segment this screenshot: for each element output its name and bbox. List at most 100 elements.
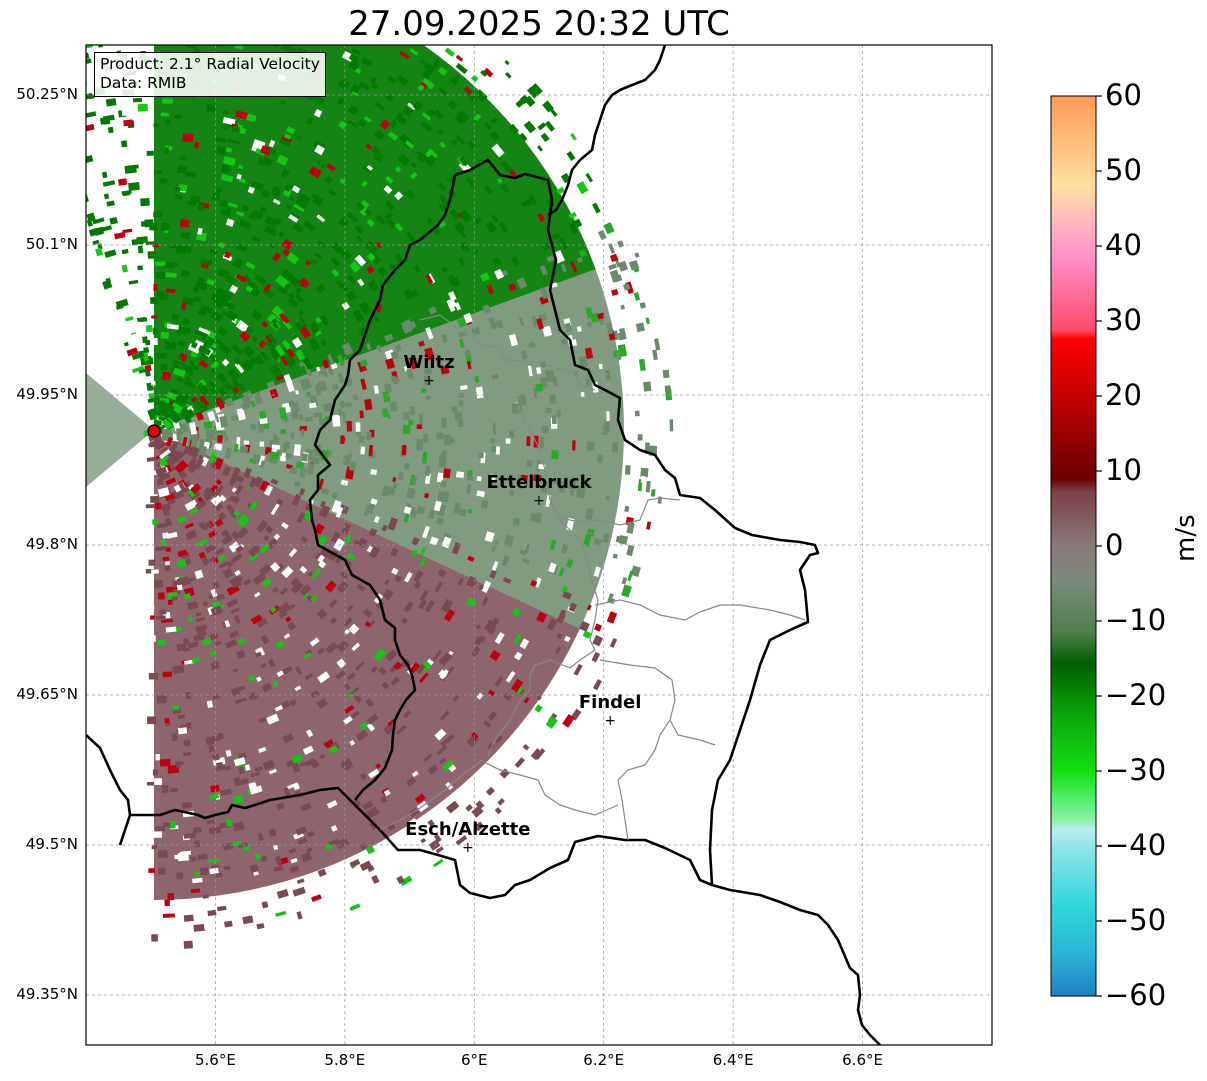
velocity-cell: [409, 48, 419, 56]
velocity-cell: [157, 592, 165, 600]
velocity-cell: [290, 581, 304, 595]
velocity-cell: [593, 566, 601, 578]
velocity-cell: [247, 357, 258, 368]
city-marker: +: [533, 493, 545, 509]
velocity-cell: [161, 618, 173, 623]
velocity-cell: [154, 778, 162, 786]
velocity-cell: [525, 198, 533, 207]
velocity-cell: [250, 180, 265, 192]
velocity-cell: [490, 438, 495, 444]
velocity-cell: [473, 216, 482, 225]
velocity-cell: [495, 735, 504, 744]
velocity-cell: [174, 114, 182, 119]
velocity-cell: [246, 325, 255, 334]
velocity-cell: [443, 609, 456, 622]
velocity-cell: [549, 393, 557, 405]
velocity-cell: [438, 455, 447, 468]
velocity-cell: [403, 412, 410, 420]
velocity-cell: [231, 125, 240, 133]
lon-tick-label: 6.4°E: [712, 1051, 754, 1069]
velocity-cell: [562, 591, 572, 600]
velocity-cell: [282, 444, 288, 452]
velocity-cell: [164, 147, 169, 154]
velocity-cell: [202, 894, 209, 899]
velocity-cell: [295, 349, 306, 361]
velocity-cell: [306, 830, 315, 838]
velocity-cell: [198, 438, 205, 450]
velocity-cell: [634, 252, 640, 258]
velocity-cell: [251, 235, 261, 243]
velocity-cell: [227, 367, 240, 381]
velocity-cell: [402, 105, 414, 117]
velocity-cell: [132, 365, 145, 374]
velocity-cell: [606, 322, 614, 335]
velocity-cell: [382, 408, 389, 418]
velocity-cell: [482, 304, 492, 315]
lat-tick-label: 49.8°N: [25, 535, 78, 553]
velocity-cell: [448, 764, 457, 773]
velocity-cell: [223, 13, 235, 21]
velocity-cell: [542, 325, 553, 337]
velocity-cell: [276, 154, 289, 166]
velocity-cell: [449, 77, 458, 86]
velocity-cell: [205, 735, 218, 741]
velocity-cell: [268, 147, 278, 156]
velocity-cell: [176, 584, 183, 591]
velocity-cell: [561, 338, 567, 346]
velocity-cell: [499, 768, 510, 779]
velocity-cell: [193, 296, 202, 303]
velocity-cell: [365, 845, 376, 855]
velocity-cell: [293, 480, 301, 488]
velocity-cell: [206, 819, 216, 825]
velocity-cell: [209, 632, 219, 641]
velocity-cell: [309, 20, 320, 28]
velocity-cell: [556, 632, 563, 640]
velocity-cell: [146, 150, 154, 156]
colorbar-label: m/s: [1171, 514, 1201, 562]
velocity-cell: [234, 362, 245, 374]
velocity-cell: [361, 180, 368, 188]
velocity-cell: [157, 639, 166, 646]
velocity-cell: [288, 211, 301, 221]
velocity-cell: [208, 793, 220, 800]
velocity-cell: [403, 288, 414, 301]
velocity-cell: [161, 430, 171, 442]
velocity-cell: [596, 312, 605, 320]
velocity-cell: [339, 571, 349, 579]
velocity-cell: [295, 461, 305, 470]
velocity-cell: [308, 402, 317, 409]
velocity-cell: [202, 600, 209, 607]
velocity-cell: [206, 738, 215, 746]
velocity-cell: [226, 598, 239, 608]
velocity-cell: [444, 47, 455, 57]
velocity-cell: [447, 274, 458, 287]
velocity-cell: [261, 577, 273, 588]
velocity-cell: [80, 123, 85, 127]
velocity-cell: [438, 194, 449, 205]
velocity-cell: [379, 795, 388, 804]
velocity-cell: [489, 474, 496, 482]
velocity-cell: [428, 8, 437, 17]
velocity-cell: [359, 410, 364, 419]
velocity-cell: [193, 826, 202, 834]
velocity-cell: [224, 300, 236, 311]
velocity-cell: [347, 119, 359, 129]
velocity-cell: [586, 604, 592, 611]
velocity-cell: [338, 120, 348, 130]
velocity-cell: [356, 235, 363, 243]
velocity-cell: [252, 694, 259, 700]
velocity-cell: [405, 776, 417, 787]
velocity-cell: [349, 858, 361, 868]
velocity-cell: [466, 92, 478, 104]
velocity-cell: [346, 211, 359, 223]
velocity-cell: [425, 327, 434, 340]
velocity-cell: [458, 338, 465, 349]
velocity-cell: [260, 189, 271, 199]
velocity-cell: [526, 436, 531, 447]
velocity-cell: [397, 153, 411, 167]
velocity-cell: [259, 16, 269, 21]
velocity-cell: [352, 309, 364, 323]
velocity-cell: [283, 633, 291, 640]
velocity-cell: [451, 406, 458, 413]
colorbar-tick-label: −10: [1105, 603, 1167, 637]
